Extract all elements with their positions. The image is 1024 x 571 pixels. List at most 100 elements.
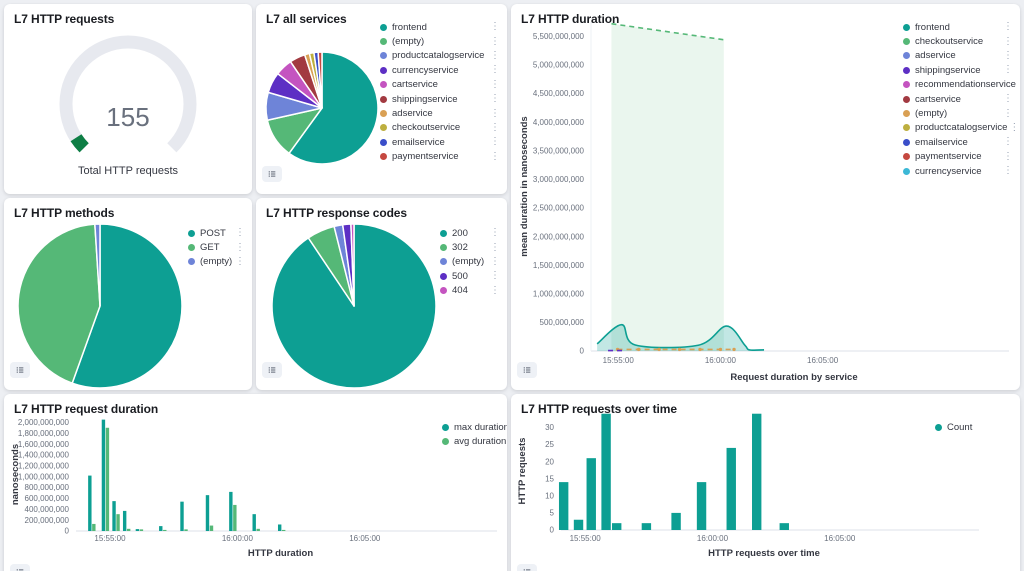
legend-item[interactable]: frontend ⋮: [380, 20, 502, 34]
svg-text:10: 10: [545, 491, 554, 500]
legend-item[interactable]: frontend ⋮: [903, 20, 1015, 34]
legend-item-menu-button[interactable]: ⋮: [1003, 93, 1013, 105]
legend-item-label: paymentservice: [915, 151, 982, 163]
legend-item[interactable]: cartservice ⋮: [380, 78, 502, 92]
legend-item[interactable]: recommendationservice⋮: [903, 78, 1020, 92]
legend-item[interactable]: checkoutservice ⋮: [903, 34, 1015, 48]
legend-item-label: checkoutservice: [915, 36, 984, 48]
legend-item-label: 404: [452, 285, 468, 297]
svg-text:1,800,000,000: 1,800,000,000: [18, 429, 70, 438]
legend-toggle-button[interactable]: [10, 564, 30, 571]
legend-item-menu-button[interactable]: ⋮: [490, 35, 500, 47]
legend-item-menu-button[interactable]: ⋮: [1003, 64, 1013, 76]
legend-item-menu-button[interactable]: ⋮: [235, 227, 245, 239]
legend-item[interactable]: 404 ⋮: [440, 284, 502, 298]
legend-item[interactable]: currencyservice ⋮: [380, 63, 502, 77]
legend-item[interactable]: adservice ⋮: [380, 106, 502, 120]
legend-item-menu-button[interactable]: ⋮: [490, 150, 500, 162]
legend-item-menu-button[interactable]: ⋮: [490, 107, 500, 119]
legend-item-menu-button[interactable]: ⋮: [1009, 121, 1020, 133]
legend-item[interactable]: shippingservice ⋮: [903, 63, 1015, 77]
legend-item-menu-button[interactable]: ⋮: [490, 284, 500, 296]
legend-item-label: paymentservice: [392, 151, 459, 163]
legend-item-menu-button[interactable]: ⋮: [490, 136, 500, 148]
panel-l7-http-requests-over-time: L7 HTTP requests over time 0 5 10 15 20 25 30 1…: [511, 394, 1020, 571]
legend-item-label: avg duration: [454, 436, 507, 448]
legend-item[interactable]: productcatalogservice ⋮: [903, 121, 1019, 135]
legend-item[interactable]: GET ⋮: [188, 240, 247, 254]
legend-item[interactable]: 302 ⋮: [440, 240, 502, 254]
duration-line-chart: 0 500,000,000 1,000,000,000 1,500,000,000 2,…: [511, 4, 1020, 390]
legend-color-dot: [380, 81, 387, 89]
legend-item-menu-button[interactable]: ⋮: [490, 64, 500, 76]
svg-text:16:05:00: 16:05:00: [824, 534, 856, 543]
legend-item[interactable]: cartservice ⋮: [903, 92, 1015, 106]
legend-item[interactable]: paymentservice ⋮: [380, 150, 502, 164]
svg-text:1,400,000,000: 1,400,000,000: [18, 451, 70, 460]
legend-item-menu-button[interactable]: ⋮: [490, 227, 500, 239]
legend-item-menu-button[interactable]: ⋮: [490, 270, 500, 282]
legend-item[interactable]: currencyservice ⋮: [903, 164, 1015, 178]
legend-item[interactable]: paymentservice ⋮: [903, 150, 1015, 164]
legend-item-menu-button[interactable]: ⋮: [235, 241, 245, 253]
legend-color-dot: [380, 52, 387, 60]
legend-item-menu-button[interactable]: ⋮: [1003, 21, 1013, 33]
panel-l7-http-duration: L7 HTTP duration 0 500,000,000 1,000,000,0…: [511, 4, 1020, 390]
legend-item-menu-button[interactable]: ⋮: [235, 255, 245, 267]
legend-item[interactable]: (empty) ⋮: [188, 255, 247, 269]
panel-title: L7 HTTP requests: [14, 12, 115, 26]
legend-item-label: frontend: [392, 21, 427, 33]
legend-item-menu-button[interactable]: ⋮: [1003, 107, 1013, 119]
response-codes-legend: 200 ⋮ 302 ⋮ (empty) ⋮ 500 ⋮ 404 ⋮: [440, 226, 502, 298]
legend-toggle-button[interactable]: [517, 362, 537, 378]
legend-item[interactable]: (empty) ⋮: [903, 106, 1015, 120]
legend-toggle-button[interactable]: [517, 564, 537, 571]
svg-text:4,000,000,000: 4,000,000,000: [533, 118, 585, 127]
legend-item-label: (empty): [392, 36, 425, 48]
legend-item[interactable]: (empty) ⋮: [380, 34, 502, 48]
legend-item-menu-button[interactable]: ⋮: [490, 78, 500, 90]
legend-item[interactable]: avg duration: [442, 434, 507, 448]
legend-item[interactable]: shippingservice ⋮: [380, 92, 502, 106]
legend-toggle-button[interactable]: [262, 362, 282, 378]
legend-item[interactable]: Count: [935, 420, 1015, 434]
legend-color-dot: [188, 244, 195, 252]
legend-toggle-button[interactable]: [10, 362, 30, 378]
legend-item[interactable]: 500 ⋮: [440, 269, 502, 283]
legend-color-dot: [903, 38, 910, 46]
legend-color-dot: [380, 66, 387, 74]
legend-item-menu-button[interactable]: ⋮: [1003, 150, 1013, 162]
legend-item[interactable]: emailservice ⋮: [380, 135, 502, 149]
svg-text:16:00:00: 16:00:00: [705, 356, 737, 365]
legend-item-label: recommendationservice: [915, 79, 1016, 91]
legend-item-menu-button[interactable]: ⋮: [1003, 136, 1013, 148]
gauge-chart: [4, 4, 252, 194]
legend-item-menu-button[interactable]: ⋮: [1016, 79, 1020, 90]
legend-item-label: checkoutservice: [392, 122, 461, 134]
legend-toggle-button[interactable]: [262, 166, 282, 182]
methods-legend: POST ⋮ GET ⋮ (empty) ⋮: [188, 226, 247, 269]
legend-item-menu-button[interactable]: ⋮: [490, 49, 500, 61]
legend-item[interactable]: 200 ⋮: [440, 226, 502, 240]
request-duration-bar-chart: 0 200,000,000 400,000,000 600,000,000 800,00…: [4, 394, 507, 571]
legend-item[interactable]: max duration: [442, 420, 507, 434]
svg-text:nanoseconds: nanoseconds: [10, 444, 21, 505]
legend-item-menu-button[interactable]: ⋮: [490, 255, 500, 267]
legend-item[interactable]: emailservice ⋮: [903, 135, 1015, 149]
legend-item[interactable]: POST ⋮: [188, 226, 247, 240]
legend-color-dot: [440, 272, 447, 280]
legend-item-menu-button[interactable]: ⋮: [490, 21, 500, 33]
legend-item[interactable]: productcatalogservice ⋮: [380, 49, 502, 63]
legend-item-menu-button[interactable]: ⋮: [1003, 165, 1013, 177]
panel-title: L7 all services: [266, 12, 347, 26]
legend-item-menu-button[interactable]: ⋮: [1003, 35, 1013, 47]
legend-item[interactable]: (empty) ⋮: [440, 255, 502, 269]
legend-item-menu-button[interactable]: ⋮: [1003, 49, 1013, 61]
panel-title: L7 HTTP duration: [521, 12, 620, 26]
legend-item[interactable]: checkoutservice ⋮: [380, 121, 502, 135]
legend-item-menu-button[interactable]: ⋮: [490, 121, 500, 133]
legend-item[interactable]: adservice ⋮: [903, 49, 1015, 63]
legend-item-menu-button[interactable]: ⋮: [490, 241, 500, 253]
svg-text:16:05:00: 16:05:00: [349, 534, 381, 543]
legend-item-menu-button[interactable]: ⋮: [490, 93, 500, 105]
